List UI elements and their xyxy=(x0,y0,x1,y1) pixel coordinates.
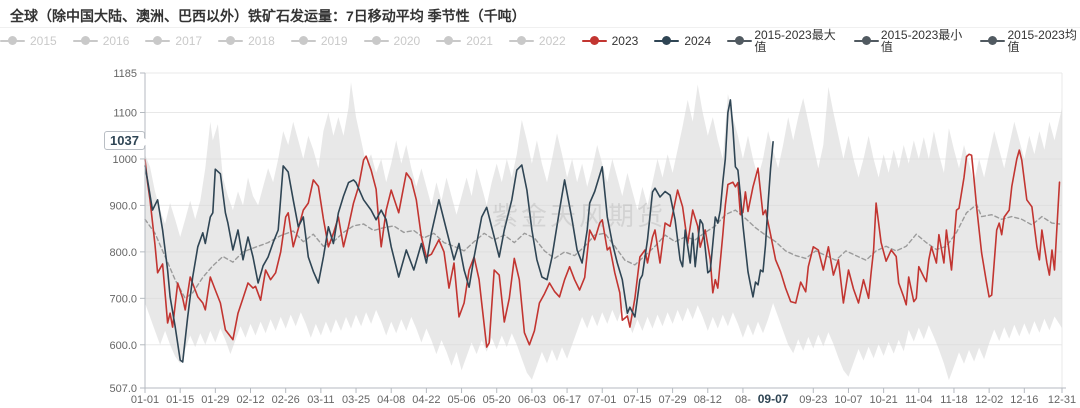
x-axis-label-01-29: 01-29 xyxy=(201,394,229,406)
legend-marker-icon xyxy=(363,36,389,46)
x-axis-label-02-26: 02-26 xyxy=(272,394,300,406)
legend-marker-icon xyxy=(145,36,171,46)
x-axis-label-07-01: 07-01 xyxy=(588,394,616,406)
legend-label: 2015-2023最小值 xyxy=(880,28,963,54)
legend-label: 2020 xyxy=(393,34,421,48)
legend-item-2020[interactable]: 2020 xyxy=(363,34,421,48)
legend-marker-icon xyxy=(980,36,1006,46)
legend-label: 2023 xyxy=(611,34,639,48)
series-line-2015-2023均值 xyxy=(144,203,1061,299)
x-axis-label-04-08: 04-08 xyxy=(377,394,405,406)
x-axis-label-01-15: 01-15 xyxy=(166,394,194,406)
x-axis-label-03-25: 03-25 xyxy=(342,394,370,406)
legend-label: 2015-2023最大值 xyxy=(754,28,836,54)
x-axis-label-04-22: 04-22 xyxy=(412,394,440,406)
x-axis-label-08-: 08- xyxy=(735,394,751,406)
legend-label: 2015-2023均值 xyxy=(1007,28,1077,54)
y-axis-label-900.0: 900.0 xyxy=(109,200,137,212)
x-axis-label-05-20: 05-20 xyxy=(483,394,511,406)
legend-item-2016[interactable]: 2016 xyxy=(72,34,130,48)
x-axis-label-11-04: 11-04 xyxy=(905,394,932,406)
x-axis-label-10-07: 10-07 xyxy=(834,394,862,406)
legend-item-2015-2023均值[interactable]: 2015-2023均值 xyxy=(980,29,1080,53)
legend-item-2021[interactable]: 2021 xyxy=(436,35,493,47)
legend-marker-icon xyxy=(218,36,244,46)
legend-label: 2021 xyxy=(466,34,493,48)
legend-label: 2018 xyxy=(248,34,275,48)
legend-item-2015[interactable]: 2015 xyxy=(0,35,57,47)
x-axis-label-03-11: 03-11 xyxy=(307,394,334,406)
x-axis-label-09-07: 09-07 xyxy=(758,392,789,406)
series-line-2023 xyxy=(144,149,1061,348)
x-axis-label-05-06: 05-06 xyxy=(447,394,475,406)
legend-label: 2016 xyxy=(102,34,130,48)
x-axis-label-02-12: 02-12 xyxy=(236,394,264,406)
legend-marker-icon xyxy=(508,36,534,46)
legend-marker-icon xyxy=(654,36,680,46)
legend: 2015 2016 2017 2018 2019 2020 2021 2022 2023 2024… xyxy=(0,29,1080,53)
legend-label: 2024 xyxy=(684,34,712,48)
y-axis-label-1000: 1000 xyxy=(113,154,137,166)
x-axis-label-08-12: 08-12 xyxy=(694,394,722,406)
legend-marker-icon xyxy=(72,36,98,46)
legend-label: 2019 xyxy=(320,34,348,48)
legend-label: 2017 xyxy=(175,34,203,48)
legend-item-2018[interactable]: 2018 xyxy=(218,35,275,47)
legend-item-2024[interactable]: 2024 xyxy=(654,35,711,47)
legend-item-2019[interactable]: 2019 xyxy=(290,34,348,48)
legend-marker-icon xyxy=(290,36,316,46)
x-axis-label-11-18: 11-18 xyxy=(940,394,967,406)
x-axis-label-09-23: 09-23 xyxy=(799,394,827,406)
x-axis-label-12-16: 12-16 xyxy=(1010,394,1038,406)
legend-item-2017[interactable]: 2017 xyxy=(145,35,202,47)
y-axis-label-800.0: 800.0 xyxy=(109,247,137,259)
x-axis-label-06-03: 06-03 xyxy=(518,394,546,406)
series-line-2024 xyxy=(144,99,774,363)
legend-marker-icon xyxy=(581,36,607,46)
current-value-badge: 1037 xyxy=(104,130,149,150)
legend-label: 2015 xyxy=(30,34,57,48)
legend-item-2015-2023最大值[interactable]: 2015-2023最大值 xyxy=(727,29,838,53)
legend-marker-icon xyxy=(436,36,462,46)
legend-marker-icon xyxy=(727,36,753,46)
x-axis-label-12-31: 12-31 xyxy=(1048,394,1076,406)
y-axis-label-700.0: 700.0 xyxy=(109,293,137,305)
legend-marker-icon xyxy=(0,36,25,46)
x-axis-label-07-15: 07-15 xyxy=(623,394,651,406)
legend-item-2015-2023最小值[interactable]: 2015-2023最小值 xyxy=(853,28,965,54)
legend-label: 2022 xyxy=(538,34,566,48)
x-axis-label-01-01: 01-01 xyxy=(131,394,159,406)
y-axis-label-1100: 1100 xyxy=(113,107,137,119)
chart-title: 全球（除中国大陆、澳洲、巴西以外）铁矿石发运量：7日移动平均 季节性（千吨） xyxy=(10,8,526,24)
y-axis-label-1185: 1185 xyxy=(113,68,137,80)
legend-item-2023[interactable]: 2023 xyxy=(581,34,639,48)
x-axis-label-10-21: 10-21 xyxy=(870,394,898,406)
y-axis-label-507.0: 507.0 xyxy=(109,383,137,395)
legend-marker-icon xyxy=(853,36,879,46)
y-axis-label-600.0: 600.0 xyxy=(109,340,137,352)
x-axis-label-07-29: 07-29 xyxy=(659,394,687,406)
x-axis-label-06-17: 06-17 xyxy=(553,394,581,406)
legend-item-2022[interactable]: 2022 xyxy=(508,34,566,48)
x-axis-label-12-02: 12-02 xyxy=(975,394,1003,406)
title-divider xyxy=(0,27,1080,28)
